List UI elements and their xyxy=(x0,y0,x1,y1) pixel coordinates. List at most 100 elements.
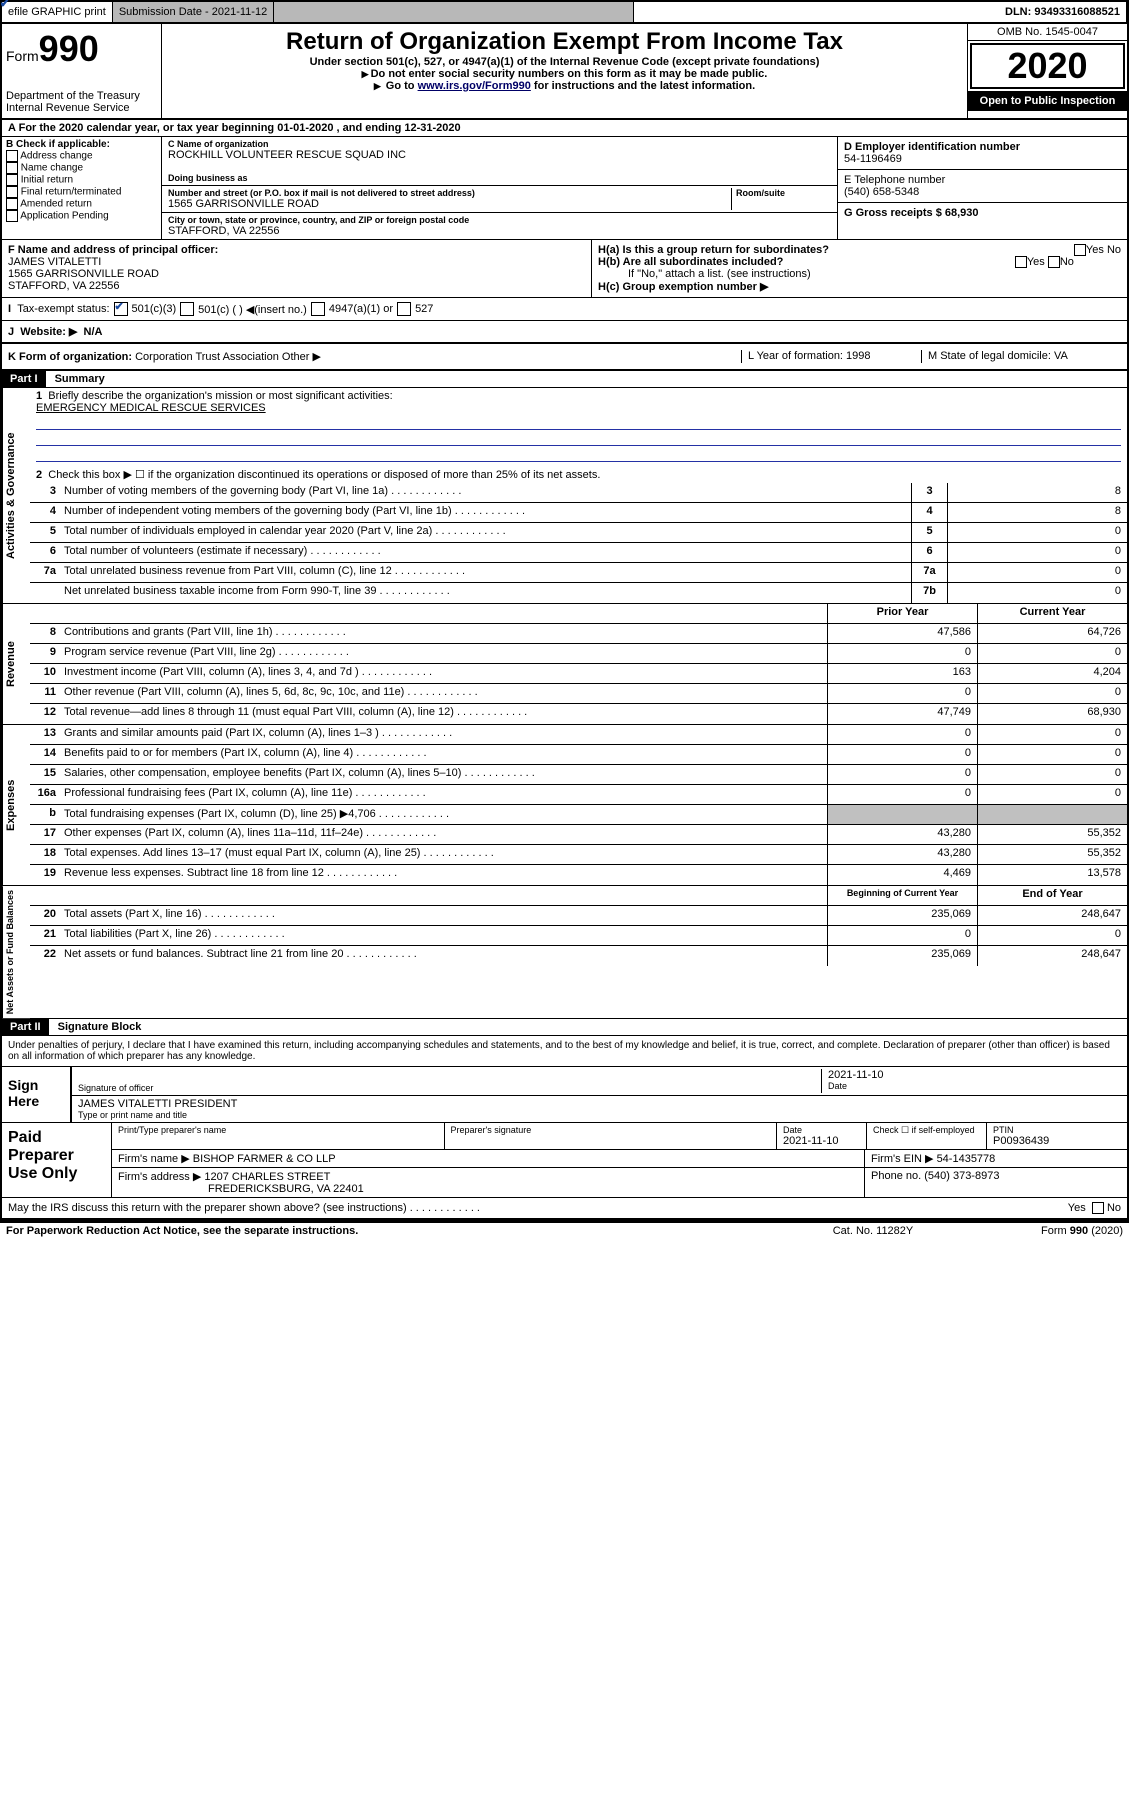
irs-link[interactable]: www.irs.gov/Form990 xyxy=(418,80,531,92)
row-i-tax-status: I Tax-exempt status: 501(c)(3) 501(c) ( … xyxy=(2,298,1127,321)
chk-name-change[interactable]: Name change xyxy=(6,162,157,174)
box-f: F Name and address of principal officer:… xyxy=(2,240,592,297)
l2-text: Check this box ▶ ☐ if the organization d… xyxy=(48,469,600,481)
sig-date: 2021-11-10 xyxy=(828,1069,1121,1081)
city-row: City or town, state or province, country… xyxy=(162,213,837,239)
top-bar: efile GRAPHIC print Submission Date - 20… xyxy=(2,2,1127,24)
part2-header: Part II Signature Block xyxy=(2,1019,1127,1036)
opt-4947: 4947(a)(1) or xyxy=(329,303,393,315)
box-h: H(a) Is this a group return for subordin… xyxy=(592,240,1127,297)
part1-header: Part I Summary xyxy=(2,371,1127,388)
line-key: 6 xyxy=(911,543,947,562)
summary-line: 3 Number of voting members of the govern… xyxy=(30,483,1127,503)
firm-name: BISHOP FARMER & CO LLP xyxy=(193,1153,336,1165)
line-1: 1 Briefly describe the organization's mi… xyxy=(30,388,1127,466)
part2-badge: Part II xyxy=(2,1019,49,1035)
chk-label: Application Pending xyxy=(20,211,108,222)
no-label: No xyxy=(1107,244,1121,256)
prior-year-hdr: Prior Year xyxy=(827,604,977,623)
chk-4947[interactable] xyxy=(311,302,325,316)
form-number: Form990 xyxy=(6,28,157,70)
chk-initial-return[interactable]: Initial return xyxy=(6,174,157,186)
firm-ein-label: Firm's EIN ▶ xyxy=(871,1153,934,1165)
line-value: 8 xyxy=(947,503,1127,522)
declaration-text: Under penalties of perjury, I declare th… xyxy=(2,1036,1127,1067)
line-desc: Salaries, other compensation, employee b… xyxy=(60,765,827,784)
summary-line: 19 Revenue less expenses. Subtract line … xyxy=(30,865,1127,885)
efile-label[interactable]: efile GRAPHIC print xyxy=(2,2,113,22)
line-desc: Program service revenue (Part VIII, line… xyxy=(60,644,827,663)
line-key: 4 xyxy=(911,503,947,522)
chk-label: Initial return xyxy=(21,175,73,186)
officer-printed-name: JAMES VITALETTI PRESIDENT xyxy=(78,1098,1121,1110)
ag-lines: 3 Number of voting members of the govern… xyxy=(30,483,1127,603)
chk-501c3[interactable] xyxy=(114,302,128,316)
chk-address-change[interactable]: Address change xyxy=(6,150,157,162)
yes-label: Yes xyxy=(1086,244,1104,256)
org-name: ROCKHILL VOLUNTEER RESCUE SQUAD INC xyxy=(168,149,831,161)
org-address: 1565 GARRISONVILLE ROAD xyxy=(168,198,731,210)
sig-officer-line: Signature of officer 2021-11-10 Date xyxy=(72,1067,1127,1096)
summary-line: Net unrelated business taxable income fr… xyxy=(30,583,1127,603)
prior-value: 47,749 xyxy=(827,704,977,724)
submission-date: Submission Date - 2021-11-12 xyxy=(113,2,274,22)
block-b-to-g: B Check if applicable: Address change Na… xyxy=(2,137,1127,240)
chk-label: Name change xyxy=(21,163,83,174)
line-desc: Total number of individuals employed in … xyxy=(60,523,911,542)
chk-application-pending[interactable]: Application Pending xyxy=(6,210,157,222)
current-value: 13,578 xyxy=(977,865,1127,885)
row-a-tax-year: A For the 2020 calendar year, or tax yea… xyxy=(2,120,1127,137)
line-num: 11 xyxy=(30,684,60,703)
form-990-page: efile GRAPHIC print Submission Date - 20… xyxy=(0,0,1129,1222)
box-m: M State of legal domicile: VA xyxy=(921,350,1121,363)
chk-527[interactable] xyxy=(397,302,411,316)
current-year-hdr: Current Year xyxy=(977,604,1127,623)
prior-value: 235,069 xyxy=(827,946,977,966)
row-k-l-m: K Form of organization: Corporation Trus… xyxy=(2,344,1127,371)
blank xyxy=(30,886,60,905)
part1-badge: Part I xyxy=(2,371,46,387)
prior-value: 0 xyxy=(827,684,977,703)
prior-value: 0 xyxy=(827,745,977,764)
opt-501c: 501(c) ( ) ◀(insert no.) xyxy=(198,303,307,316)
firm-phone: (540) 373-8973 xyxy=(924,1170,999,1182)
firm-addr-cell: Firm's address ▶ 1207 CHARLES STREETFRED… xyxy=(112,1168,865,1197)
line-desc: Total fundraising expenses (Part IX, col… xyxy=(60,805,827,824)
line-desc: Benefits paid to or for members (Part IX… xyxy=(60,745,827,764)
website-value: N/A xyxy=(84,326,103,338)
line-num: 13 xyxy=(30,725,60,744)
summary-line: 17 Other expenses (Part IX, column (A), … xyxy=(30,825,1127,845)
prep-sig-label: Preparer's signature xyxy=(451,1125,771,1135)
chk-amended-return[interactable]: Amended return xyxy=(6,198,157,210)
firm-phone-cell: Phone no. (540) 373-8973 xyxy=(865,1168,1127,1197)
org-name-row: C Name of organization ROCKHILL VOLUNTEE… xyxy=(162,137,837,186)
sign-here-block: Sign Here Signature of officer 2021-11-1… xyxy=(2,1067,1127,1123)
line-desc: Other revenue (Part VIII, column (A), li… xyxy=(60,684,827,703)
line-desc: Professional fundraising fees (Part IX, … xyxy=(60,785,827,804)
yes-label: Yes xyxy=(1027,256,1045,268)
line-value: 0 xyxy=(947,543,1127,562)
prep-date-label: Date xyxy=(783,1125,860,1135)
current-value: 248,647 xyxy=(977,946,1127,966)
line-desc: Total expenses. Add lines 13–17 (must eq… xyxy=(60,845,827,864)
summary-line: 11 Other revenue (Part VIII, column (A),… xyxy=(30,684,1127,704)
box-d-e-g: D Employer identification number 54-1196… xyxy=(837,137,1127,239)
line-num xyxy=(30,583,60,603)
footer-right: Form 990 (2020) xyxy=(973,1225,1123,1237)
underline xyxy=(36,448,1121,462)
chk-final-return[interactable]: Final return/terminated xyxy=(6,186,157,198)
officer-label: F Name and address of principal officer: xyxy=(8,244,585,256)
summary-line: 6 Total number of volunteers (estimate i… xyxy=(30,543,1127,563)
summary-line: 10 Investment income (Part VIII, column … xyxy=(30,664,1127,684)
tax-year: 2020 xyxy=(970,43,1125,89)
chk-501c[interactable] xyxy=(180,302,194,316)
section-revenue: Revenue Prior Year Current Year 8 Contri… xyxy=(2,604,1127,725)
vtab-net-assets: Net Assets or Fund Balances xyxy=(2,886,30,1018)
section-net-assets: Net Assets or Fund Balances Beginning of… xyxy=(2,886,1127,1019)
summary-line: b Total fundraising expenses (Part IX, c… xyxy=(30,805,1127,825)
header-center: Return of Organization Exempt From Incom… xyxy=(162,24,967,118)
line-desc: Net unrelated business taxable income fr… xyxy=(60,583,911,603)
prior-value: 0 xyxy=(827,785,977,804)
summary-line: 18 Total expenses. Add lines 13–17 (must… xyxy=(30,845,1127,865)
type-name-label: Type or print name and title xyxy=(78,1110,1121,1120)
